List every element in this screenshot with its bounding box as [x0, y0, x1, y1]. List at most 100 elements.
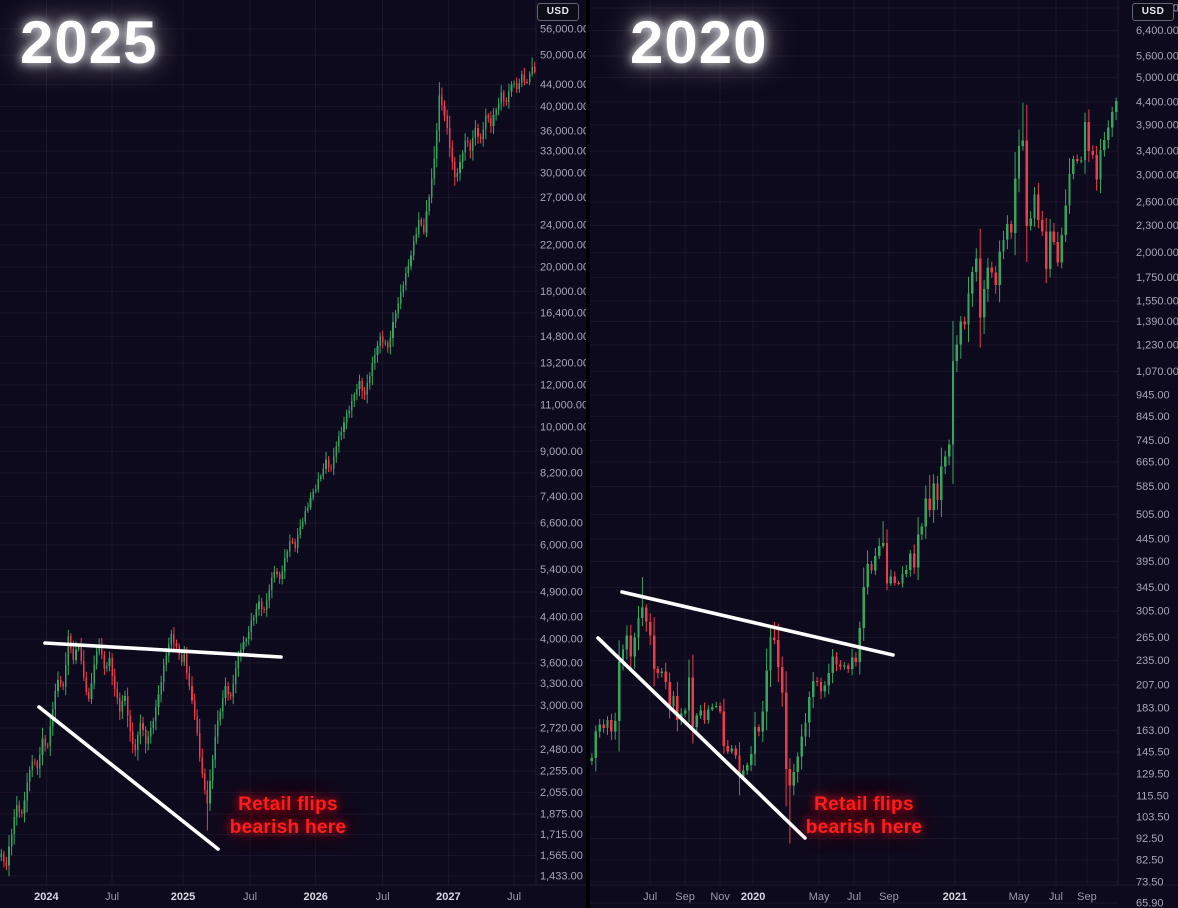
svg-text:44,000.00: 44,000.00 [540, 79, 586, 91]
svg-text:Jul: Jul [847, 891, 861, 903]
svg-text:2020: 2020 [741, 891, 765, 903]
svg-text:Jul: Jul [376, 891, 390, 903]
svg-text:5,600.00: 5,600.00 [1136, 50, 1178, 62]
svg-text:1,565.00: 1,565.00 [540, 850, 583, 862]
svg-text:1,715.00: 1,715.00 [540, 829, 583, 841]
svg-text:50,000.00: 50,000.00 [540, 50, 586, 62]
svg-text:1,750.00: 1,750.00 [1136, 272, 1178, 284]
svg-text:4,400.00: 4,400.00 [540, 611, 583, 623]
svg-text:5,400.00: 5,400.00 [540, 564, 583, 576]
svg-text:73.50: 73.50 [1136, 877, 1164, 889]
svg-text:16,400.00: 16,400.00 [540, 307, 586, 319]
svg-text:1,550.00: 1,550.00 [1136, 295, 1178, 307]
panel-year-title: 2020 [630, 9, 768, 76]
svg-text:Jul: Jul [105, 891, 119, 903]
annotation-line-2: bearish here [805, 817, 923, 838]
svg-text:3,300.00: 3,300.00 [540, 678, 583, 690]
svg-text:2,255.00: 2,255.00 [540, 766, 583, 778]
svg-text:18,000.00: 18,000.00 [540, 286, 586, 298]
svg-text:12,000.00: 12,000.00 [540, 379, 586, 391]
svg-text:5,000.00: 5,000.00 [1136, 72, 1178, 84]
svg-text:92.50: 92.50 [1136, 833, 1164, 845]
svg-text:11,000.00: 11,000.00 [540, 400, 586, 412]
svg-text:6,600.00: 6,600.00 [540, 518, 583, 530]
svg-text:Jul: Jul [507, 891, 521, 903]
panel-year-title: 2025 [20, 9, 158, 76]
svg-text:40,000.00: 40,000.00 [540, 101, 586, 113]
svg-text:505.00: 505.00 [1136, 509, 1170, 521]
annotation-line-2: bearish here [229, 817, 347, 838]
svg-text:20,000.00: 20,000.00 [540, 261, 586, 273]
svg-text:445.00: 445.00 [1136, 533, 1170, 545]
svg-text:24,000.00: 24,000.00 [540, 219, 586, 231]
svg-text:30,000.00: 30,000.00 [540, 168, 586, 180]
svg-text:82.50: 82.50 [1136, 855, 1164, 867]
svg-text:Sep: Sep [1077, 891, 1097, 903]
currency-badge[interactable]: USD [537, 3, 579, 21]
svg-text:207.00: 207.00 [1136, 679, 1170, 691]
svg-text:235.00: 235.00 [1136, 655, 1170, 667]
svg-text:665.00: 665.00 [1136, 457, 1170, 469]
svg-text:115.50: 115.50 [1136, 791, 1169, 803]
svg-text:103.50: 103.50 [1136, 811, 1170, 823]
svg-text:2,300.00: 2,300.00 [1136, 220, 1178, 232]
candlestick-chart-2020[interactable]: 7,200.006,400.005,600.005,000.004,400.00… [590, 0, 1178, 908]
svg-text:10,000.00: 10,000.00 [540, 422, 586, 434]
svg-text:2,055.00: 2,055.00 [540, 787, 583, 799]
svg-text:745.00: 745.00 [1136, 435, 1170, 447]
svg-text:395.00: 395.00 [1136, 556, 1170, 568]
svg-text:129.50: 129.50 [1136, 769, 1170, 781]
svg-text:2026: 2026 [303, 891, 327, 903]
chart-panel-2025: 56,000.00 50,000.00 44,000.00 40,000.00 36,0… [0, 0, 586, 908]
svg-text:845.00: 845.00 [1136, 411, 1170, 423]
svg-text:1,433.00: 1,433.00 [540, 871, 583, 883]
svg-text:2,600.00: 2,600.00 [1136, 197, 1178, 209]
svg-text:4,900.00: 4,900.00 [540, 586, 583, 598]
svg-text:305.00: 305.00 [1136, 605, 1170, 617]
svg-text:945.00: 945.00 [1136, 390, 1170, 402]
svg-text:1,875.00: 1,875.00 [540, 808, 583, 820]
svg-text:163.00: 163.00 [1136, 725, 1170, 737]
svg-text:13,200.00: 13,200.00 [540, 357, 586, 369]
retail-flips-annotation: Retail flips bearish here [168, 793, 408, 839]
currency-badge[interactable]: USD [1132, 3, 1174, 21]
svg-text:2021: 2021 [943, 891, 967, 903]
svg-text:2,000.00: 2,000.00 [1136, 247, 1178, 259]
svg-text:7,400.00: 7,400.00 [540, 491, 583, 503]
svg-text:6,400.00: 6,400.00 [1136, 25, 1178, 37]
svg-text:36,000.00: 36,000.00 [540, 126, 586, 138]
retail-flips-annotation: Retail flips bearish here [744, 793, 984, 839]
svg-text:265.00: 265.00 [1136, 632, 1170, 644]
svg-text:1,070.00: 1,070.00 [1136, 366, 1178, 378]
svg-text:3,600.00: 3,600.00 [540, 658, 583, 670]
svg-text:65.90: 65.90 [1136, 898, 1164, 908]
annotation-line-1: Retail flips [238, 794, 338, 815]
chart-panel-2020: 7,200.006,400.005,600.005,000.004,400.00… [590, 0, 1178, 908]
svg-text:2,480.00: 2,480.00 [540, 744, 583, 756]
svg-text:2024: 2024 [34, 891, 59, 903]
svg-text:3,000.00: 3,000.00 [540, 700, 583, 712]
svg-text:May: May [1009, 891, 1030, 903]
svg-text:9,000.00: 9,000.00 [540, 446, 583, 458]
svg-text:145.50: 145.50 [1136, 747, 1170, 759]
svg-text:585.00: 585.00 [1136, 481, 1170, 493]
svg-text:6,000.00: 6,000.00 [540, 540, 583, 552]
svg-text:Jul: Jul [643, 891, 657, 903]
svg-text:May: May [809, 891, 830, 903]
svg-text:345.00: 345.00 [1136, 582, 1170, 594]
svg-text:Nov: Nov [710, 891, 730, 903]
svg-text:Jul: Jul [1049, 891, 1063, 903]
svg-text:22,000.00: 22,000.00 [540, 239, 586, 251]
annotation-line-1: Retail flips [814, 794, 914, 815]
svg-text:1,390.00: 1,390.00 [1136, 316, 1178, 328]
svg-text:2027: 2027 [436, 891, 460, 903]
candlestick-chart-2025[interactable]: 56,000.00 50,000.00 44,000.00 40,000.00 36,0… [0, 0, 586, 908]
svg-text:Sep: Sep [879, 891, 899, 903]
svg-text:Jul: Jul [243, 891, 257, 903]
svg-text:Sep: Sep [675, 891, 695, 903]
svg-text:27,000.00: 27,000.00 [540, 192, 586, 204]
svg-text:2,720.00: 2,720.00 [540, 722, 583, 734]
svg-text:1,230.00: 1,230.00 [1136, 339, 1178, 351]
svg-text:56,000.00: 56,000.00 [540, 24, 586, 36]
